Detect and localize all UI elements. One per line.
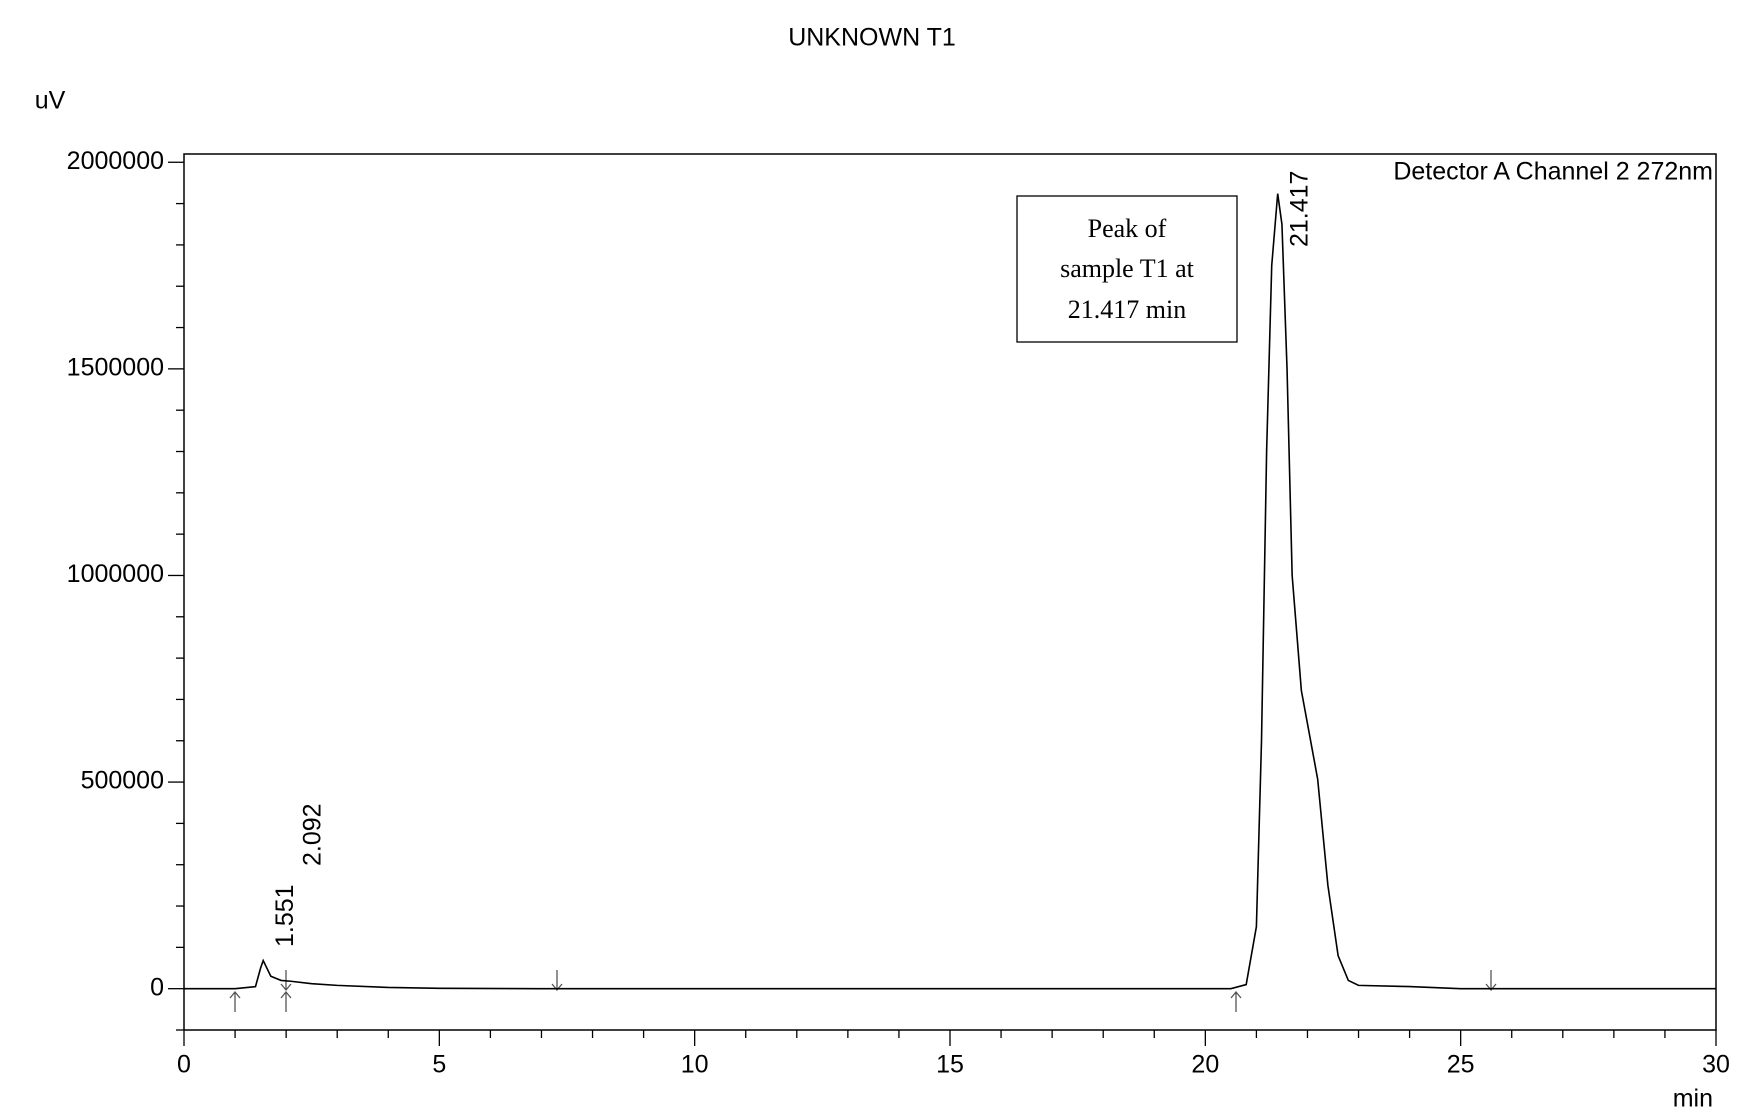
y-tick-label: 500000 (81, 767, 164, 795)
x-tick-label: 30 (1702, 1051, 1730, 1079)
x-tick-label: 10 (681, 1051, 709, 1079)
y-tick-label: 0 (150, 973, 164, 1001)
annotation-line: Peak of (1088, 214, 1167, 243)
legend-entry: Detector A Channel 2 272nm (1393, 158, 1713, 186)
annotation-line: 21.417 min (1068, 295, 1186, 324)
x-tick-label: 20 (1191, 1051, 1219, 1079)
y-tick-label: 1500000 (67, 353, 164, 381)
peak-label: 21.417 (1285, 171, 1313, 247)
annotation-line: sample T1 at (1060, 254, 1195, 283)
baseline-markers (229, 970, 1497, 1012)
peak-label: 2.092 (298, 803, 326, 866)
up-arrow (1230, 990, 1242, 1012)
down-arrow (280, 970, 292, 992)
x-tick-label: 25 (1447, 1051, 1475, 1079)
down-arrow (1485, 970, 1497, 992)
peak-label: 1.551 (271, 884, 299, 947)
chart-title: UNKNOWN T1 (788, 24, 956, 52)
y-tick-label: 2000000 (67, 147, 164, 175)
up-arrow (229, 990, 241, 1012)
annotation-box (1016, 195, 1238, 343)
x-axis-label: min (1673, 1085, 1713, 1113)
y-axis-label: uV (35, 87, 66, 115)
y-tick-label: 1000000 (67, 560, 164, 588)
x-tick-label: 0 (177, 1051, 191, 1079)
x-tick-label: 15 (936, 1051, 964, 1079)
plot-frame (183, 153, 1717, 1031)
up-arrow (280, 990, 292, 1012)
x-tick-label: 5 (432, 1051, 446, 1079)
down-arrow (551, 970, 563, 992)
data-line (184, 193, 1716, 990)
